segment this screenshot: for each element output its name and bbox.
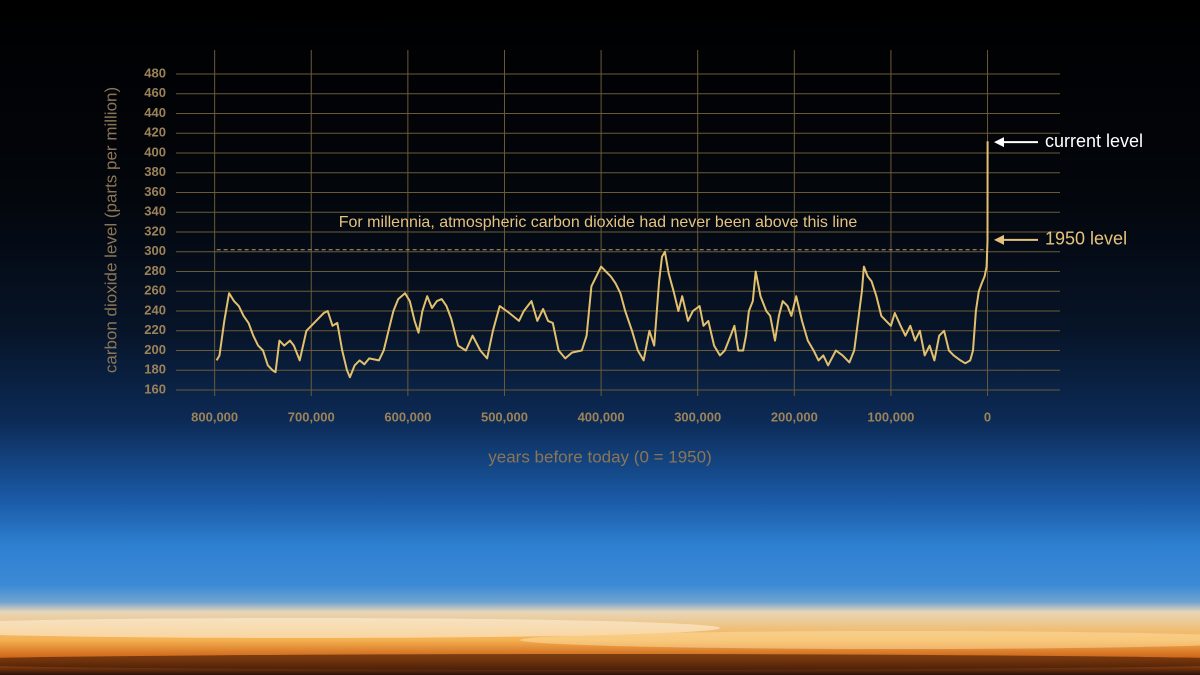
x-tick-label: 700,000: [288, 409, 335, 424]
y-tick-label: 260: [144, 283, 166, 298]
cloud: [520, 631, 1200, 649]
y-tick-label: 340: [144, 204, 166, 219]
1950-level-label: 1950 level: [1045, 229, 1127, 249]
y-tick-label: 220: [144, 322, 166, 337]
x-tick-label: 500,000: [481, 409, 528, 424]
x-tick-label: 300,000: [674, 409, 721, 424]
x-tick-label: 400,000: [578, 409, 625, 424]
current-level-arrowhead: [994, 137, 1004, 148]
y-tick-label: 400: [144, 144, 166, 159]
y-tick-label: 200: [144, 342, 166, 357]
annotation: For millennia, atmospheric carbon dioxid…: [339, 214, 858, 231]
cloud: [0, 618, 720, 638]
x-tick-label: 600,000: [384, 409, 431, 424]
y-tick-label: 420: [144, 125, 166, 140]
y-tick-label: 280: [144, 263, 166, 278]
y-tick-label: 320: [144, 223, 166, 238]
y-tick-label: 460: [144, 85, 166, 100]
y-tick-label: 480: [144, 65, 166, 80]
y-tick-label: 440: [144, 105, 166, 120]
y-tick-label: 240: [144, 302, 166, 317]
current-level-label: current level: [1045, 131, 1143, 151]
x-tick-label: 800,000: [191, 409, 238, 424]
y-tick-label: 360: [144, 184, 166, 199]
y-tick-label: 160: [144, 381, 166, 396]
x-tick-label: 200,000: [771, 409, 818, 424]
y-tick-label: 380: [144, 164, 166, 179]
x-axis-title: years before today (0 = 1950): [488, 447, 712, 466]
1950-level-arrowhead: [994, 234, 1004, 245]
x-tick-label: 100,000: [867, 409, 914, 424]
cloud: [0, 654, 1200, 670]
x-tick-label: 0: [984, 409, 991, 424]
y-tick-label: 180: [144, 362, 166, 377]
co2-line: [215, 141, 989, 379]
y-axis-title: carbon dioxide level (parts per million): [101, 87, 120, 373]
y-tick-label: 300: [144, 243, 166, 258]
